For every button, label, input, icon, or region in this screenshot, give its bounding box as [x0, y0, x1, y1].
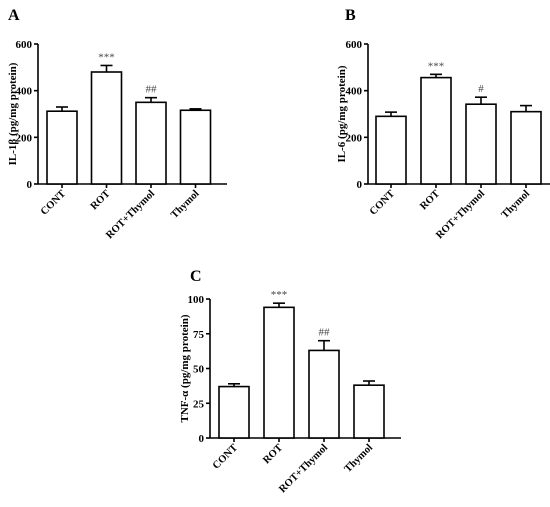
y-tick-label: 25	[193, 398, 205, 410]
significance-marker: ***	[428, 60, 445, 72]
bar-rot-thymol	[135, 101, 167, 185]
y-tick-label: 600	[346, 39, 363, 51]
bar-rot	[263, 306, 295, 439]
y-tick-label: 50	[193, 364, 205, 376]
x-tick-label: ROT	[418, 188, 442, 212]
chart-panel-a: A IL-1β (pg/mg protein) 0 200 400 600 CONT *** R…	[7, 7, 227, 241]
bar-cont	[375, 115, 407, 185]
y-tick-label: 0	[357, 179, 363, 191]
panel-letter: B	[345, 7, 356, 24]
x-tick-label: ROT+Thymol	[277, 442, 330, 495]
significance-marker: ***	[271, 289, 288, 301]
y-tick-label: 75	[193, 329, 205, 341]
y-tick-label: 600	[16, 39, 33, 51]
y-axis-label: IL-6 (pg/mg protein)	[336, 65, 348, 162]
x-tick-label: ROT	[261, 442, 285, 466]
x-tick-label: ROT+Thymol	[434, 188, 487, 241]
x-tick-label: CONT	[211, 442, 240, 471]
chart-panel-c: C TNF-α (pg/mg protein) 0 25 50 75 100 CONT *** R…	[179, 268, 401, 495]
bar-cont	[46, 110, 78, 185]
x-tick-label: Thymol	[169, 188, 202, 221]
y-tick-label: 400	[346, 86, 363, 98]
y-axis-label: TNF-α (pg/mg protein)	[179, 314, 191, 422]
bar-rot-thymol	[465, 103, 497, 185]
bar-thymol	[353, 384, 385, 439]
panel-letter: A	[8, 7, 20, 24]
x-tick-label: Thymol	[500, 188, 533, 221]
x-tick-label: Thymol	[343, 442, 376, 475]
significance-marker: #	[478, 83, 484, 95]
panel-letter: C	[190, 268, 202, 285]
x-tick-label: CONT	[39, 188, 68, 217]
bar-rot	[90, 71, 123, 185]
bar-thymol	[510, 110, 542, 185]
y-tick-label: 400	[16, 86, 33, 98]
bar-rot-thymol	[308, 349, 340, 439]
y-tick-label: 200	[16, 132, 33, 144]
x-tick-label: CONT	[368, 188, 397, 217]
significance-marker: ***	[98, 51, 115, 63]
significance-marker: ##	[146, 84, 158, 96]
x-tick-label: ROT	[89, 188, 113, 212]
bar-cont	[218, 385, 250, 439]
y-tick-label: 0	[199, 433, 205, 445]
y-tick-label: 200	[346, 132, 363, 144]
y-tick-label: 100	[188, 294, 205, 306]
chart-panel-b: B IL-6 (pg/mg protein) 0 200 400 600 CONT *** RO…	[336, 7, 550, 241]
y-tick-label: 0	[27, 179, 33, 191]
bar-thymol	[179, 109, 212, 185]
significance-marker: ##	[319, 327, 331, 339]
y-axis-label: IL-1β (pg/mg protein)	[7, 62, 19, 165]
bar-rot	[420, 76, 452, 185]
